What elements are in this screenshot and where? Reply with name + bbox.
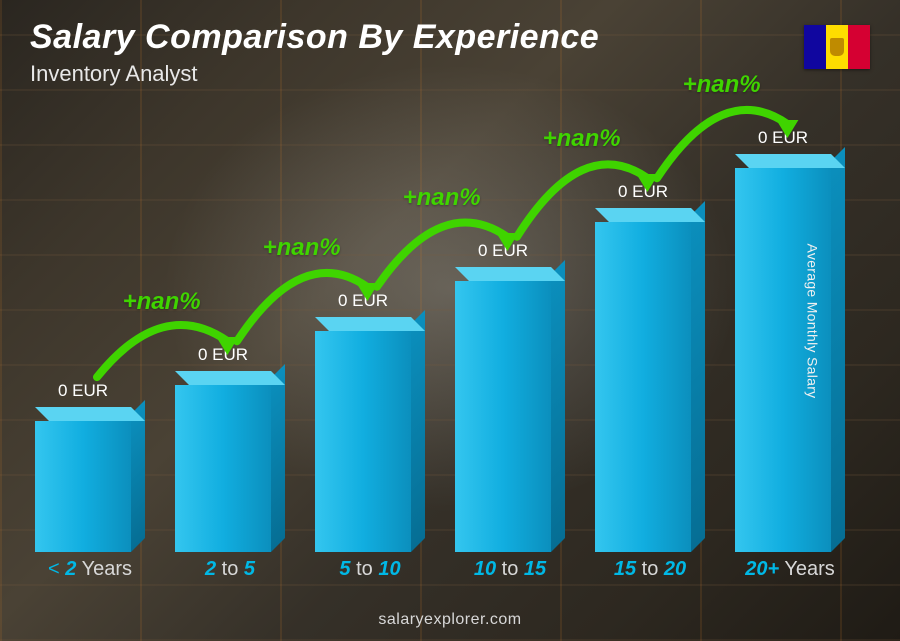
chart-title: Salary Comparison By Experience — [30, 18, 599, 57]
x-axis-labels: < 2 Years 2 to 5 5 to 10 10 to 15 15 to 20 20… — [35, 552, 845, 586]
bar: 0 EUR — [455, 267, 565, 552]
bar: 0 EUR — [735, 154, 845, 552]
bar-value-label: 0 EUR — [455, 241, 551, 261]
percentage-increase-label: +nan% — [403, 184, 481, 212]
bar: 0 EUR — [35, 407, 145, 552]
flag-stripe-1 — [804, 25, 826, 69]
y-axis-label: Average Monthly Salary — [805, 243, 821, 398]
flag-stripe-3 — [848, 25, 870, 69]
bar-slot: 0 EUR — [315, 100, 425, 552]
percentage-increase-label: +nan% — [683, 71, 761, 99]
percentage-increase-label: +nan% — [263, 234, 341, 262]
bar: 0 EUR — [175, 371, 285, 552]
percentage-increase-label: +nan% — [543, 125, 621, 153]
x-axis-category-label: 15 to 20 — [595, 552, 705, 586]
x-axis-category-label: 5 to 10 — [315, 552, 425, 586]
header: Salary Comparison By Experience Inventor… — [30, 18, 599, 87]
bar-value-label: 0 EUR — [35, 381, 131, 401]
footer-credit: salaryexplorer.com — [0, 611, 900, 629]
bar-slot: 0 EUR — [455, 100, 565, 552]
bar-value-label: 0 EUR — [735, 128, 831, 148]
bar-value-label: 0 EUR — [595, 182, 691, 202]
bar-chart: 0 EUR 0 EUR 0 EUR 0 EUR 0 EUR 0 EUR < 2 Years… — [35, 100, 845, 586]
bar-slot: 0 EUR — [175, 100, 285, 552]
flag-crest-icon — [830, 38, 844, 56]
percentage-increase-label: +nan% — [123, 288, 201, 316]
flag-stripe-2 — [826, 25, 848, 69]
bar-slot: 0 EUR — [35, 100, 145, 552]
bar: 0 EUR — [315, 317, 425, 552]
bar-slot: 0 EUR — [735, 100, 845, 552]
country-flag-icon — [804, 25, 870, 69]
chart-subtitle: Inventory Analyst — [30, 61, 599, 87]
x-axis-category-label: < 2 Years — [35, 552, 145, 586]
bar-value-label: 0 EUR — [175, 345, 271, 365]
x-axis-category-label: 10 to 15 — [455, 552, 565, 586]
bar-slot: 0 EUR — [595, 100, 705, 552]
bars-container: 0 EUR 0 EUR 0 EUR 0 EUR 0 EUR 0 EUR — [35, 100, 845, 552]
x-axis-category-label: 20+ Years — [735, 552, 845, 586]
x-axis-category-label: 2 to 5 — [175, 552, 285, 586]
bar: 0 EUR — [595, 208, 705, 552]
bar-value-label: 0 EUR — [315, 291, 411, 311]
